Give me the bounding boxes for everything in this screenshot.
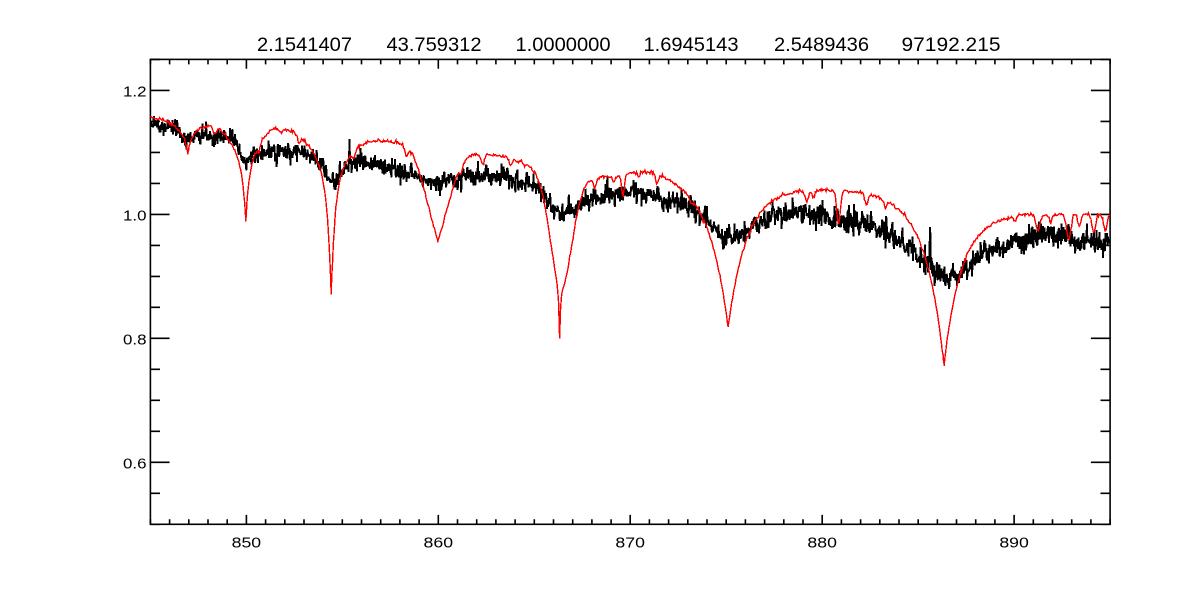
svg-text:0.8: 0.8 bbox=[123, 333, 147, 349]
svg-text:860: 860 bbox=[424, 535, 454, 551]
svg-text:890: 890 bbox=[999, 535, 1029, 551]
svg-text:1.2: 1.2 bbox=[123, 85, 147, 101]
svg-text:0.6: 0.6 bbox=[123, 457, 147, 473]
svg-text:880: 880 bbox=[807, 535, 837, 551]
svg-text:870: 870 bbox=[615, 535, 645, 551]
svg-text:850: 850 bbox=[232, 535, 262, 551]
svg-text:97192.215: 97192.215 bbox=[902, 34, 1001, 56]
svg-text:2.1541407: 2.1541407 bbox=[257, 34, 352, 56]
svg-text:1.0000000: 1.0000000 bbox=[516, 34, 611, 56]
svg-text:43.759312: 43.759312 bbox=[387, 34, 482, 56]
svg-text:1.6945143: 1.6945143 bbox=[644, 34, 739, 56]
svg-text:1.0: 1.0 bbox=[123, 209, 147, 225]
svg-text:2.5489436: 2.5489436 bbox=[774, 34, 869, 56]
